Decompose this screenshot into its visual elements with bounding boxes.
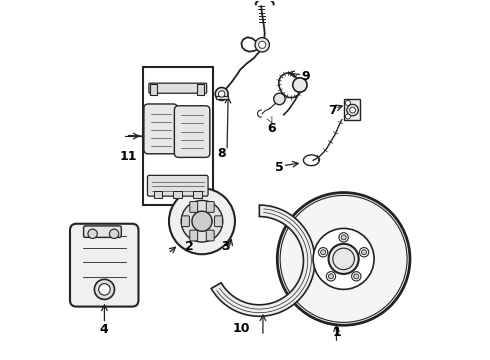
Text: 2: 2	[185, 240, 194, 253]
Circle shape	[181, 201, 223, 242]
Circle shape	[259, 41, 266, 48]
Circle shape	[274, 93, 285, 105]
FancyBboxPatch shape	[149, 83, 207, 93]
Bar	[150, 84, 157, 95]
Bar	[173, 192, 182, 198]
Text: 11: 11	[120, 150, 137, 163]
Text: 7: 7	[328, 104, 337, 117]
Text: 1: 1	[332, 326, 341, 339]
FancyBboxPatch shape	[215, 216, 222, 226]
Circle shape	[354, 274, 359, 279]
Text: 6: 6	[268, 122, 276, 135]
Circle shape	[88, 229, 97, 238]
Circle shape	[313, 228, 374, 289]
FancyBboxPatch shape	[181, 216, 190, 226]
Circle shape	[326, 272, 336, 281]
Text: 4: 4	[99, 323, 108, 336]
FancyBboxPatch shape	[190, 202, 197, 212]
Bar	[216, 96, 228, 99]
Circle shape	[255, 38, 270, 52]
Text: 5: 5	[275, 161, 283, 174]
FancyBboxPatch shape	[147, 175, 208, 196]
Circle shape	[350, 107, 355, 113]
Text: 8: 8	[218, 147, 226, 159]
FancyBboxPatch shape	[84, 226, 122, 237]
Circle shape	[277, 193, 410, 325]
Bar	[194, 192, 202, 198]
Circle shape	[95, 279, 115, 300]
Text: 3: 3	[221, 240, 230, 253]
Circle shape	[169, 188, 235, 254]
Circle shape	[318, 248, 328, 257]
FancyBboxPatch shape	[144, 104, 177, 154]
Text: 10: 10	[233, 322, 250, 335]
FancyBboxPatch shape	[206, 230, 214, 241]
Text: 9: 9	[302, 69, 310, 82]
FancyBboxPatch shape	[174, 106, 210, 157]
Bar	[143, 67, 213, 205]
Circle shape	[352, 272, 361, 281]
Circle shape	[328, 274, 334, 279]
Circle shape	[347, 104, 358, 116]
FancyBboxPatch shape	[190, 230, 197, 241]
Circle shape	[219, 91, 225, 97]
Bar	[196, 84, 204, 95]
Bar	[153, 192, 162, 198]
Circle shape	[192, 211, 212, 231]
Circle shape	[341, 235, 346, 240]
Circle shape	[109, 229, 119, 238]
Circle shape	[320, 250, 326, 255]
FancyBboxPatch shape	[206, 202, 214, 212]
Circle shape	[98, 284, 110, 295]
Circle shape	[360, 248, 369, 257]
Circle shape	[293, 78, 307, 92]
Circle shape	[329, 244, 359, 274]
Bar	[344, 99, 361, 120]
Circle shape	[345, 114, 350, 119]
Circle shape	[215, 87, 228, 100]
Circle shape	[339, 233, 348, 242]
FancyBboxPatch shape	[70, 224, 139, 307]
Polygon shape	[211, 205, 315, 316]
Circle shape	[362, 250, 367, 255]
Circle shape	[345, 100, 350, 105]
